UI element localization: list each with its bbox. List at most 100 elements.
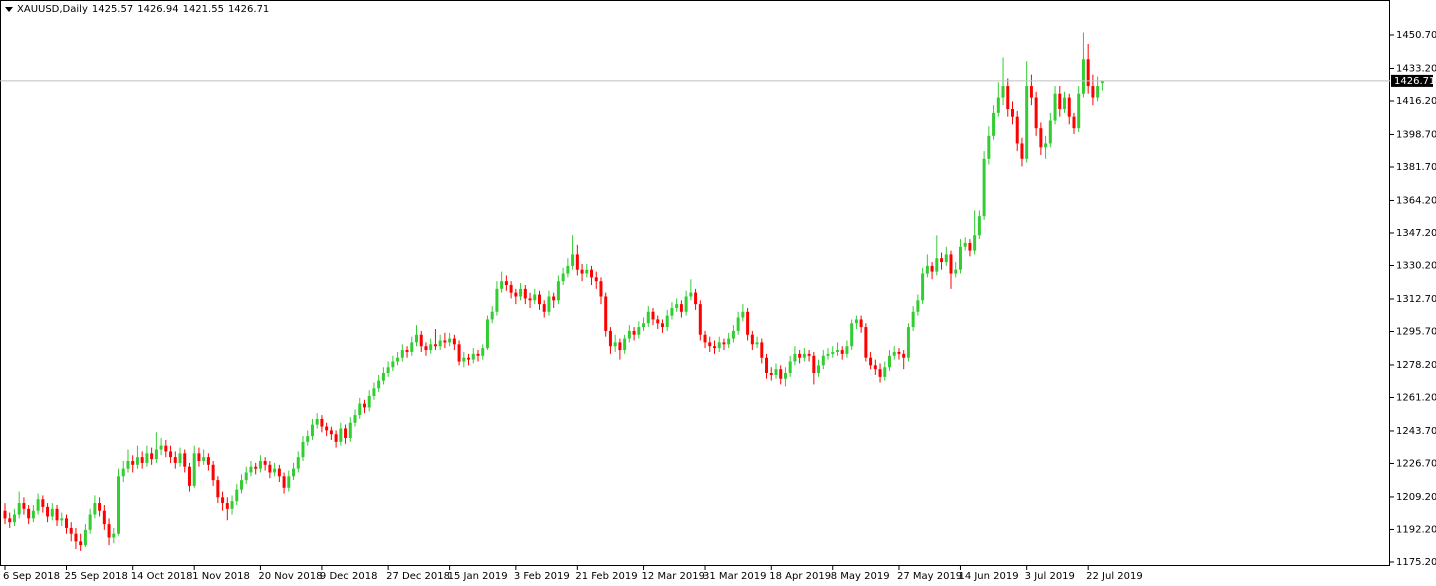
candle-body: [3, 510, 7, 519]
candle-body: [783, 372, 787, 379]
candle-body: [467, 357, 471, 360]
candle-body: [973, 235, 977, 251]
candle-body: [561, 273, 565, 282]
candle-body: [689, 292, 693, 297]
candle-body: [287, 476, 291, 488]
candle-body: [329, 430, 333, 435]
candle-body: [159, 445, 163, 450]
candle-body: [854, 319, 858, 324]
candle-body: [656, 319, 660, 324]
y-tick-label: 1433.20: [1396, 63, 1436, 74]
candle-body: [79, 541, 83, 546]
candle-body: [821, 355, 825, 366]
y-tick-label: 1295.70: [1396, 326, 1436, 337]
y-tick-label: 1226.70: [1396, 458, 1436, 469]
candle-body: [765, 357, 769, 373]
candle-body: [1063, 97, 1067, 110]
candle-body: [254, 466, 258, 469]
candle-body: [1053, 93, 1057, 121]
candle-body: [1091, 86, 1095, 98]
y-tick-label: 1209.20: [1396, 492, 1436, 503]
candle-body: [476, 353, 480, 356]
candle-body: [372, 388, 376, 396]
candle-body: [835, 350, 839, 352]
candle-body: [637, 327, 641, 335]
candle-body: [490, 311, 494, 320]
candle-body: [102, 510, 106, 525]
candle-body: [1058, 93, 1062, 110]
candle-body: [273, 468, 277, 473]
y-tick-label: 1450.70: [1396, 30, 1436, 41]
candle-body: [1086, 59, 1090, 87]
x-tick-label: 31 Mar 2019: [703, 571, 766, 582]
candle-body: [353, 415, 357, 423]
candle-body: [717, 342, 721, 349]
candle-body: [306, 436, 310, 442]
x-tick-label: 8 May 2019: [831, 571, 890, 582]
candle-body: [334, 434, 338, 442]
candle-body: [131, 460, 135, 465]
candle-body: [537, 294, 541, 305]
candle-body: [779, 369, 783, 379]
candle-body: [703, 334, 707, 343]
candle-body: [958, 246, 962, 270]
candle-body: [107, 524, 111, 538]
candle-body: [963, 242, 967, 247]
candle-body: [817, 365, 821, 373]
candle-body: [396, 357, 400, 362]
candle-body: [940, 258, 944, 263]
candle-body: [613, 342, 617, 347]
candle-body: [457, 344, 461, 362]
candle-body: [344, 428, 348, 439]
candle-body: [1001, 86, 1005, 98]
candle-body: [367, 395, 371, 408]
y-tick-label: 1347.20: [1396, 228, 1436, 239]
candle-body: [831, 351, 835, 354]
candle-body: [377, 380, 381, 389]
candle-body: [528, 298, 532, 301]
candle-body: [1081, 59, 1085, 94]
candle-body: [708, 342, 712, 347]
candle-body: [1048, 120, 1052, 144]
candle-body: [869, 357, 873, 366]
candle-body: [230, 501, 234, 509]
candle-body: [244, 472, 248, 481]
candle-body: [660, 323, 664, 328]
candle-body: [31, 510, 35, 519]
candle-body: [348, 422, 352, 439]
candle-body: [892, 351, 896, 356]
candle-body: [74, 533, 78, 542]
low-value: 1421.55: [182, 4, 224, 15]
candle-body: [1077, 93, 1081, 129]
candle-body: [556, 281, 560, 301]
candle-body: [807, 353, 811, 356]
candle-body: [750, 334, 754, 345]
candle-body: [197, 453, 201, 461]
candle-body: [235, 489, 239, 502]
candle-body: [859, 319, 863, 328]
candle-body: [921, 273, 925, 301]
candle-body: [268, 464, 272, 473]
candle-body: [802, 353, 806, 358]
candle-body: [117, 476, 121, 534]
candle-body: [438, 340, 442, 347]
candle-body: [675, 304, 679, 308]
candle-body: [211, 464, 215, 481]
candle-body: [930, 265, 934, 272]
x-tick-label: 3 Jul 2019: [1025, 571, 1075, 582]
candle-body: [419, 334, 423, 347]
candle-body: [684, 296, 688, 312]
candle-body: [258, 460, 262, 469]
candle-body: [888, 355, 892, 368]
candle-body: [713, 346, 716, 349]
x-tick-label: 12 Mar 2019: [642, 571, 705, 582]
candle-body: [462, 357, 466, 362]
candle-body: [514, 292, 518, 297]
candle-body: [173, 457, 177, 463]
candle-body: [325, 426, 329, 431]
candle-body: [670, 307, 674, 316]
candle-body: [788, 361, 792, 373]
candle-body: [98, 503, 102, 511]
candle-body: [27, 508, 31, 519]
